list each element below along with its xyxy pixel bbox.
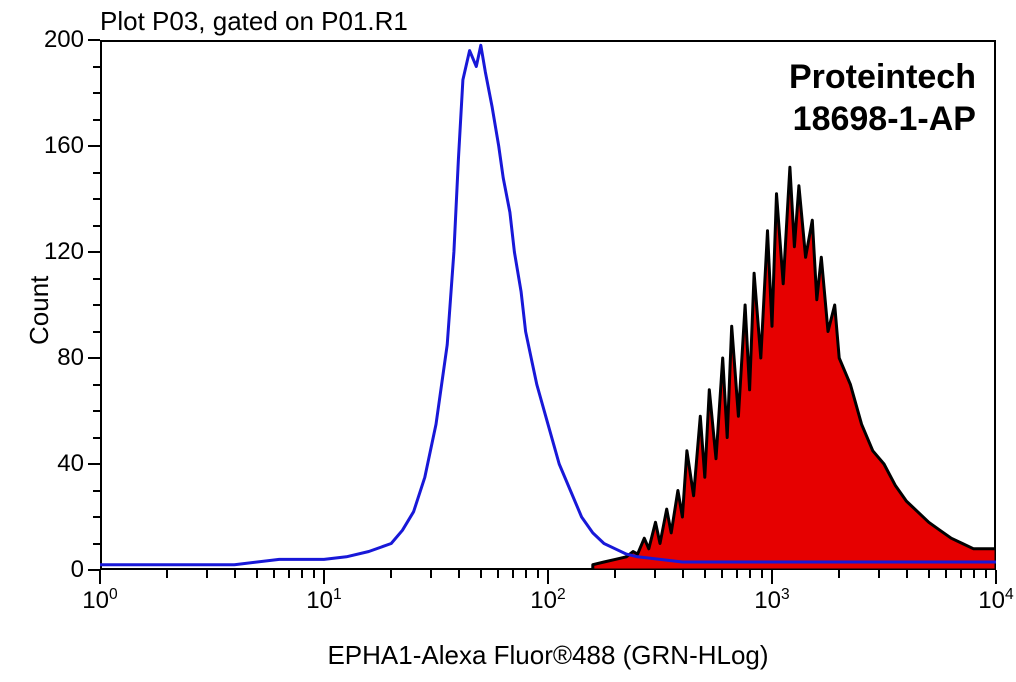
y-minor-tick: [93, 198, 100, 200]
x-minor-tick: [512, 570, 514, 578]
x-minor-tick: [256, 570, 258, 578]
y-tick: [88, 145, 100, 147]
x-minor-tick: [166, 570, 168, 578]
frame-top: [100, 40, 996, 42]
x-minor-tick: [878, 570, 880, 578]
y-minor-tick: [93, 437, 100, 439]
flow-cytometry-histogram-figure: Plot P03, gated on P01.R1 Count EPHA1-Al…: [0, 0, 1016, 682]
x-minor-tick: [458, 570, 460, 578]
y-tick-label: 80: [38, 344, 84, 372]
x-minor-tick: [537, 570, 539, 578]
brand-line1: Proteintech: [789, 58, 976, 97]
y-tick-label: 0: [38, 556, 84, 584]
y-minor-tick: [93, 490, 100, 492]
x-minor-tick: [838, 570, 840, 578]
y-tick-label: 40: [38, 450, 84, 478]
x-minor-tick: [234, 570, 236, 578]
histogram-stained: [593, 167, 996, 570]
x-minor-tick: [945, 570, 947, 578]
x-minor-tick: [973, 570, 975, 578]
y-tick-label: 160: [38, 132, 84, 160]
x-minor-tick: [497, 570, 499, 578]
frame-right: [994, 40, 996, 570]
x-minor-tick: [525, 570, 527, 578]
y-minor-tick: [93, 119, 100, 121]
x-minor-tick: [390, 570, 392, 578]
x-minor-tick: [273, 570, 275, 578]
y-minor-tick: [93, 384, 100, 386]
x-minor-tick: [430, 570, 432, 578]
y-minor-tick: [93, 543, 100, 545]
x-minor-tick: [682, 570, 684, 578]
y-minor-tick: [93, 225, 100, 227]
y-minor-tick: [93, 304, 100, 306]
y-minor-tick: [93, 331, 100, 333]
x-minor-tick: [288, 570, 290, 578]
x-minor-tick: [654, 570, 656, 578]
x-minor-tick: [928, 570, 930, 578]
y-minor-tick: [93, 172, 100, 174]
x-tick-label: 103: [742, 586, 802, 615]
x-minor-tick: [704, 570, 706, 578]
x-tick: [995, 570, 997, 584]
x-minor-tick: [736, 570, 738, 578]
x-minor-tick: [480, 570, 482, 578]
x-tick-label: 101: [294, 586, 354, 615]
x-tick: [771, 570, 773, 584]
y-minor-tick: [93, 92, 100, 94]
y-axis-line: [100, 40, 102, 570]
x-tick: [547, 570, 549, 584]
y-minor-tick: [93, 66, 100, 68]
x-minor-tick: [960, 570, 962, 578]
x-tick: [99, 570, 101, 584]
y-tick-label: 200: [38, 26, 84, 54]
x-axis-label: EPHA1-Alexa Fluor®488 (GRN-HLog): [100, 640, 996, 671]
y-tick: [88, 251, 100, 253]
y-tick: [88, 39, 100, 41]
x-minor-tick: [721, 570, 723, 578]
x-minor-tick: [985, 570, 987, 578]
x-minor-tick: [906, 570, 908, 578]
x-tick: [323, 570, 325, 584]
x-tick-label: 100: [70, 586, 130, 615]
y-tick: [88, 357, 100, 359]
x-minor-tick: [206, 570, 208, 578]
x-minor-tick: [313, 570, 315, 578]
y-minor-tick: [93, 278, 100, 280]
x-minor-tick: [749, 570, 751, 578]
x-minor-tick: [301, 570, 303, 578]
x-minor-tick: [761, 570, 763, 578]
y-axis-label: Count: [24, 276, 55, 345]
x-minor-tick: [614, 570, 616, 578]
y-tick: [88, 463, 100, 465]
y-tick-label: 120: [38, 238, 84, 266]
y-minor-tick: [93, 516, 100, 518]
plot-title: Plot P03, gated on P01.R1: [100, 6, 408, 37]
x-tick-label: 104: [966, 586, 1016, 615]
x-tick-label: 102: [518, 586, 578, 615]
y-minor-tick: [93, 410, 100, 412]
brand-line2: 18698-1-AP: [793, 100, 976, 139]
